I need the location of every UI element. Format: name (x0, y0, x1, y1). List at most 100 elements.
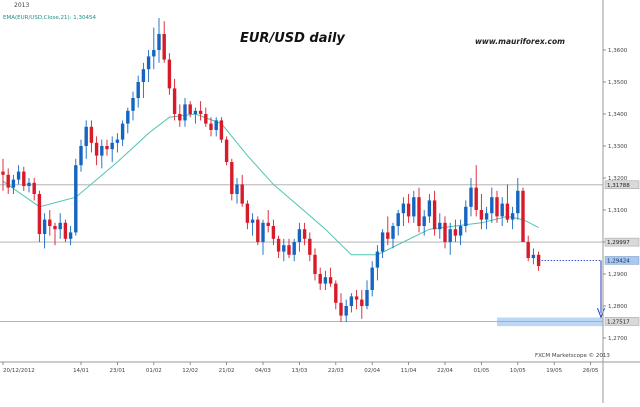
candle-body (349, 296, 354, 306)
candle-body (11, 179, 16, 188)
candle-body (313, 254, 317, 274)
candle-body (84, 126, 88, 146)
candle (136, 75, 140, 108)
candle (115, 133, 120, 153)
candle (391, 222, 395, 249)
candle (16, 165, 21, 185)
candle (443, 216, 447, 249)
candle-body (152, 50, 156, 57)
candle (22, 166, 26, 191)
candle (344, 299, 348, 322)
x-tick-label: 20/12/2012 (3, 368, 35, 374)
candle-body (157, 34, 161, 50)
candle (396, 210, 400, 236)
candle (11, 174, 16, 194)
candle-body (230, 162, 234, 194)
candle (287, 238, 291, 258)
candle (250, 213, 255, 236)
candle (162, 21, 166, 63)
year-label: 2013 (14, 2, 29, 9)
x-tick-label: 21/02 (219, 368, 235, 374)
candle-body (120, 123, 125, 140)
candle-body (131, 98, 135, 111)
chart-title: EUR/USD daily (240, 31, 345, 46)
candle (495, 190, 499, 223)
candle-body (271, 226, 276, 239)
candle (422, 210, 426, 236)
candle (484, 206, 489, 230)
candle (110, 136, 114, 162)
candle (453, 219, 458, 242)
candle (292, 238, 296, 262)
price-level-box (604, 180, 640, 190)
candle-body (526, 242, 530, 258)
ema-layer (2, 113, 539, 256)
candle-body (328, 277, 333, 284)
candle-body (302, 229, 307, 239)
candle (401, 197, 406, 226)
candle-body (209, 123, 213, 130)
ema-line (2, 113, 539, 256)
candle-body (136, 82, 140, 98)
candle-body (406, 203, 411, 217)
candle (360, 290, 364, 319)
candle (141, 62, 146, 98)
candle (479, 194, 484, 230)
y-tick-label: 1,3300 (608, 144, 628, 150)
candle-body (458, 226, 463, 236)
candle (490, 187, 494, 223)
candle (193, 107, 198, 124)
candle-body (162, 34, 166, 60)
current-price-box (604, 256, 640, 265)
candle (266, 210, 270, 233)
candle-body (89, 126, 94, 143)
candle-body (469, 187, 473, 207)
x-tick-label: 04/03 (255, 368, 271, 374)
candle (126, 107, 130, 134)
candle-body (193, 110, 198, 114)
candle (230, 158, 234, 201)
candle (183, 98, 187, 127)
candle (152, 27, 156, 70)
candle-body (63, 222, 68, 239)
candle (261, 219, 265, 255)
candle-body (427, 200, 432, 217)
candle-body (516, 190, 520, 214)
candle-body (276, 238, 281, 252)
candle-body (146, 56, 151, 70)
candle-body (261, 222, 265, 242)
candle (48, 210, 52, 236)
candle (521, 187, 525, 242)
candle (63, 219, 68, 242)
price-level-box (604, 317, 640, 326)
candle-body (505, 203, 510, 220)
candle (27, 178, 31, 193)
candle-body (365, 290, 369, 306)
candle (474, 165, 478, 217)
candle-body (68, 232, 73, 239)
candle-body (354, 296, 359, 300)
candle-body (42, 219, 47, 234)
candle-body (100, 146, 104, 156)
candle (214, 117, 218, 137)
current-price-label: 1,29424 (607, 258, 630, 264)
candle (94, 136, 99, 166)
candle (131, 91, 135, 121)
candle-body (495, 197, 499, 217)
candle (84, 120, 88, 159)
candle (531, 248, 536, 265)
candle (32, 178, 36, 201)
candle-body (318, 274, 322, 284)
candle (146, 50, 151, 82)
candle-body (448, 229, 452, 242)
candle (458, 219, 463, 246)
candle-body (266, 222, 270, 226)
candle (349, 293, 354, 313)
candle-layer (1, 18, 541, 322)
candle-body (240, 184, 244, 204)
candle (167, 53, 172, 95)
level-layer (0, 184, 603, 327)
candle (313, 248, 317, 281)
candle (74, 158, 78, 236)
candle-body (479, 210, 484, 220)
